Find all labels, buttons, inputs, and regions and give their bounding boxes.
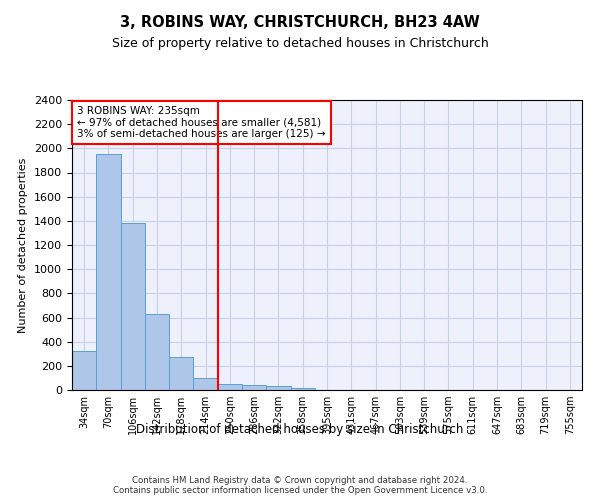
Text: 3 ROBINS WAY: 235sqm
← 97% of detached houses are smaller (4,581)
3% of semi-det: 3 ROBINS WAY: 235sqm ← 97% of detached h… bbox=[77, 106, 326, 139]
Bar bbox=[169, 358, 193, 390]
Bar bbox=[242, 385, 266, 390]
Bar bbox=[96, 154, 121, 390]
Text: 3, ROBINS WAY, CHRISTCHURCH, BH23 4AW: 3, ROBINS WAY, CHRISTCHURCH, BH23 4AW bbox=[120, 15, 480, 30]
Bar bbox=[266, 386, 290, 390]
Bar bbox=[121, 223, 145, 390]
Bar bbox=[290, 388, 315, 390]
Bar bbox=[72, 352, 96, 390]
Text: Size of property relative to detached houses in Christchurch: Size of property relative to detached ho… bbox=[112, 38, 488, 51]
Bar bbox=[193, 378, 218, 390]
Text: Contains HM Land Registry data © Crown copyright and database right 2024.
Contai: Contains HM Land Registry data © Crown c… bbox=[113, 476, 487, 495]
Bar bbox=[218, 384, 242, 390]
Bar bbox=[145, 314, 169, 390]
Y-axis label: Number of detached properties: Number of detached properties bbox=[19, 158, 28, 332]
Text: Distribution of detached houses by size in Christchurch: Distribution of detached houses by size … bbox=[136, 422, 464, 436]
